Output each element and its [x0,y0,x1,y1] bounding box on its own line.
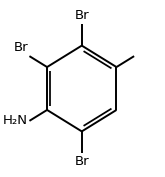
Text: H₂N: H₂N [3,114,28,127]
Text: Br: Br [74,9,89,22]
Text: Br: Br [74,155,89,168]
Text: Br: Br [13,41,28,54]
